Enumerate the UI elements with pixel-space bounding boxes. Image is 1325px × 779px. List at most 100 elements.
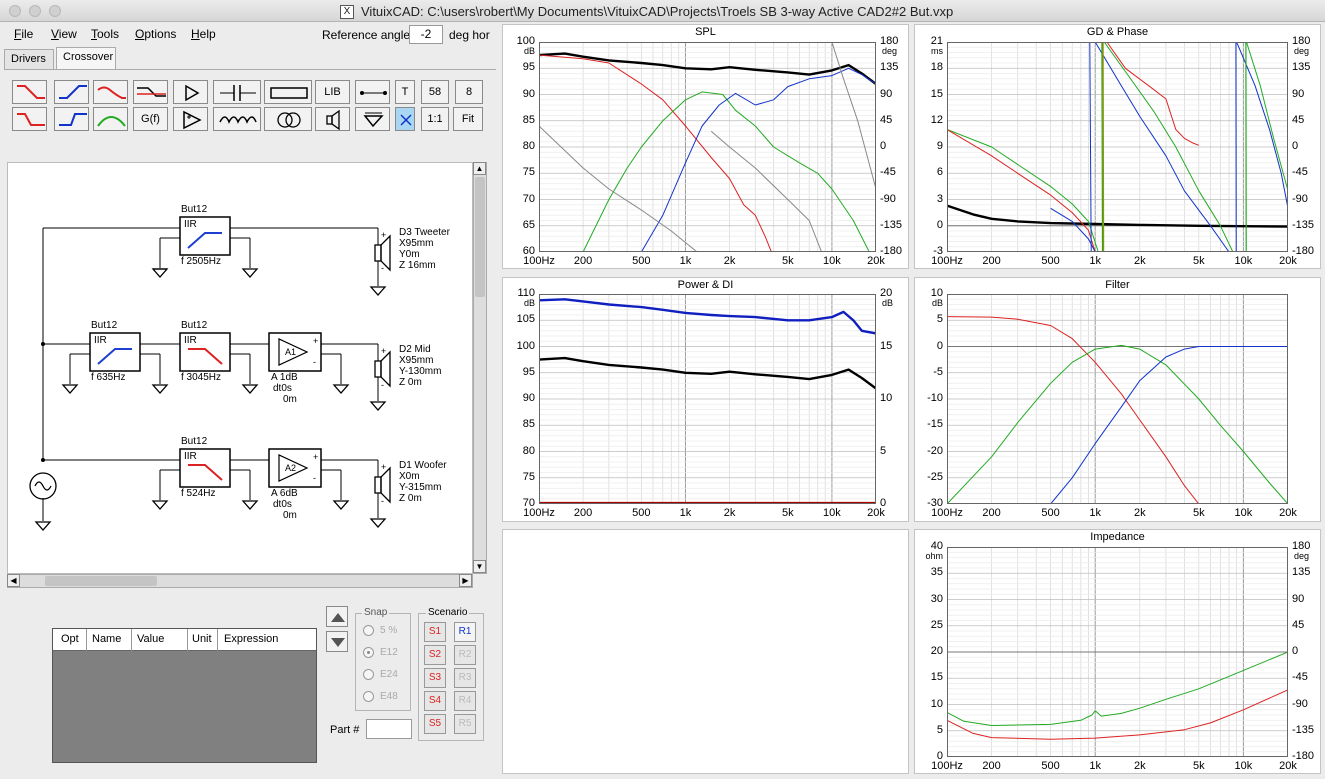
chart-impedance-plot[interactable] [947,547,1288,757]
snap-e48-radio[interactable] [363,691,374,702]
column-expression[interactable]: Expression [224,633,279,645]
chart-spl-series-1 [539,54,772,252]
speaker-button[interactable] [315,107,350,131]
column-name[interactable]: Name [92,633,122,645]
column-value[interactable]: Value [137,633,165,645]
font-size-button[interactable]: 8 [455,80,483,104]
driver-mid-z: Z 0m [399,377,422,388]
wire-button[interactable] [355,80,390,104]
chart-power-ytick: 70 [522,497,535,509]
text-tool-button[interactable]: T [395,80,415,104]
lowpass-red-button[interactable] [12,107,47,131]
chart-filter-ytick: -30 [927,497,943,509]
chart-power-y2tick: 5 [880,444,887,457]
column-opt[interactable]: Opt [61,633,79,645]
snap-5pct-radio[interactable] [363,625,374,636]
scroll-right-arrow[interactable]: ▶ [459,574,472,587]
driver-mid[interactable]: D2 Mid X95mm Y-130mm Z 0m [399,344,441,388]
chart-gd-series-2 [947,129,1096,252]
resistor-button[interactable] [264,80,312,104]
chart-gd-xtick: 20k [1279,255,1297,267]
buffer-button[interactable] [173,80,208,104]
highpass-blue-2nd-button[interactable] [54,107,89,131]
shelf-filter-button[interactable] [133,80,168,104]
chart-spl-plot[interactable] [539,42,876,252]
menu-options-key: O [135,27,145,41]
menu-tools-label: ools [97,27,120,41]
chart-gd-series-4 [1094,42,1230,252]
scenario-s4-button[interactable]: S4 [424,691,446,711]
chart-impedance-xtick: 5k [1192,760,1205,772]
menu-file[interactable]: File [14,27,33,41]
menu-file-key: F [14,27,22,41]
chart-gd-plot[interactable] [947,42,1288,252]
zoom-fit-button[interactable]: Fit [453,107,483,131]
snap-e24-radio[interactable] [363,669,374,680]
menu-help[interactable]: Help [191,27,216,41]
chart-power-xtick: 200 [573,507,593,519]
ground-button[interactable] [355,107,390,131]
vertical-scroll-thumb[interactable] [475,177,485,297]
scenario-s1-button[interactable]: S1 [424,622,446,642]
circuit-canvas[interactable]: + - + - + - + - + - But12 IIR f 2505Hz But12 … [7,162,473,574]
chart-gd-series-3 [1050,207,1096,252]
part-number-input[interactable] [366,719,412,739]
app-icon: X [340,5,354,19]
column-unit[interactable]: Unit [192,633,212,645]
minimize-window-button[interactable] [29,5,41,17]
chart-power-xtick: 5k [782,507,794,519]
scenario-s2-button[interactable]: S2 [424,645,446,665]
chart-filter-plot[interactable] [947,294,1288,504]
inductor-button[interactable] [213,107,261,131]
transformer-button[interactable] [264,107,312,131]
menu-options[interactable]: Options [135,27,176,41]
transfer-function-button[interactable]: G(f) [133,107,168,131]
bandpass-red-button[interactable] [93,80,128,104]
library-button[interactable]: LIB [315,80,350,104]
highpass-blue-button[interactable] [54,80,89,104]
chart-filter-ytick: 5 [936,313,943,326]
driver-woofer[interactable]: D1 Woofer X0m Y-315mm Z 0m [399,460,447,504]
horizontal-scroll-thumb[interactable] [45,576,157,586]
chart-spl-series-3 [640,67,876,252]
chart-power-ytick: 80 [522,444,535,457]
scroll-down-arrow[interactable]: ▼ [473,560,486,573]
chart-filter-title: Filter [1105,279,1130,291]
move-down-button[interactable] [326,631,348,652]
scenario-r2-button[interactable]: R2 [454,645,476,665]
amplifier-button[interactable] [173,107,208,131]
menu-help-label: elp [199,27,216,41]
close-window-button[interactable] [9,5,21,17]
scenario-r1-button[interactable]: R1 [454,622,476,642]
chart-impedance-xtick: 100Hz [931,760,963,772]
chart-spl-ytick: 90 [522,87,535,100]
block-mid-lp-name: But12 [181,320,208,331]
delete-button[interactable] [395,107,415,131]
menu-tools[interactable]: Tools [91,27,119,41]
capacitor-button[interactable] [213,80,261,104]
zoom-window-button[interactable] [49,5,61,17]
reference-angle-label: Reference angle [322,28,411,42]
scenario-r5-button[interactable]: R5 [454,714,476,734]
parameter-table[interactable]: Opt Name Value Unit Expression [52,628,317,763]
tab-drivers[interactable]: Drivers [4,49,54,69]
chart-power-plot[interactable] [539,294,876,504]
driver-tweeter[interactable]: D3 Tweeter X95mm Y0m Z 16mm [399,227,450,271]
scroll-up-arrow[interactable]: ▲ [473,162,486,175]
tab-crossover[interactable]: Crossover [56,47,116,69]
scenario-s5-button[interactable]: S5 [424,714,446,734]
chart-impedance-ytick: 35 [930,566,943,579]
scenario-r3-button[interactable]: R3 [454,668,476,688]
highpass-red-button[interactable] [12,80,47,104]
menu-view[interactable]: View [51,27,77,41]
snap-e12-radio[interactable] [363,647,374,658]
grid-size-button[interactable]: 58 [421,80,449,104]
scenario-s3-button[interactable]: S3 [424,668,446,688]
scroll-left-arrow[interactable]: ◀ [7,574,20,587]
reference-angle-input[interactable]: -2 [409,25,443,44]
bandpass-green-button[interactable] [93,107,128,131]
zoom-1to1-button[interactable]: 1:1 [421,107,449,131]
scenario-r4-button[interactable]: R4 [454,691,476,711]
move-up-button[interactable] [326,606,348,627]
chart-spl-y2tick: 90 [880,87,893,100]
